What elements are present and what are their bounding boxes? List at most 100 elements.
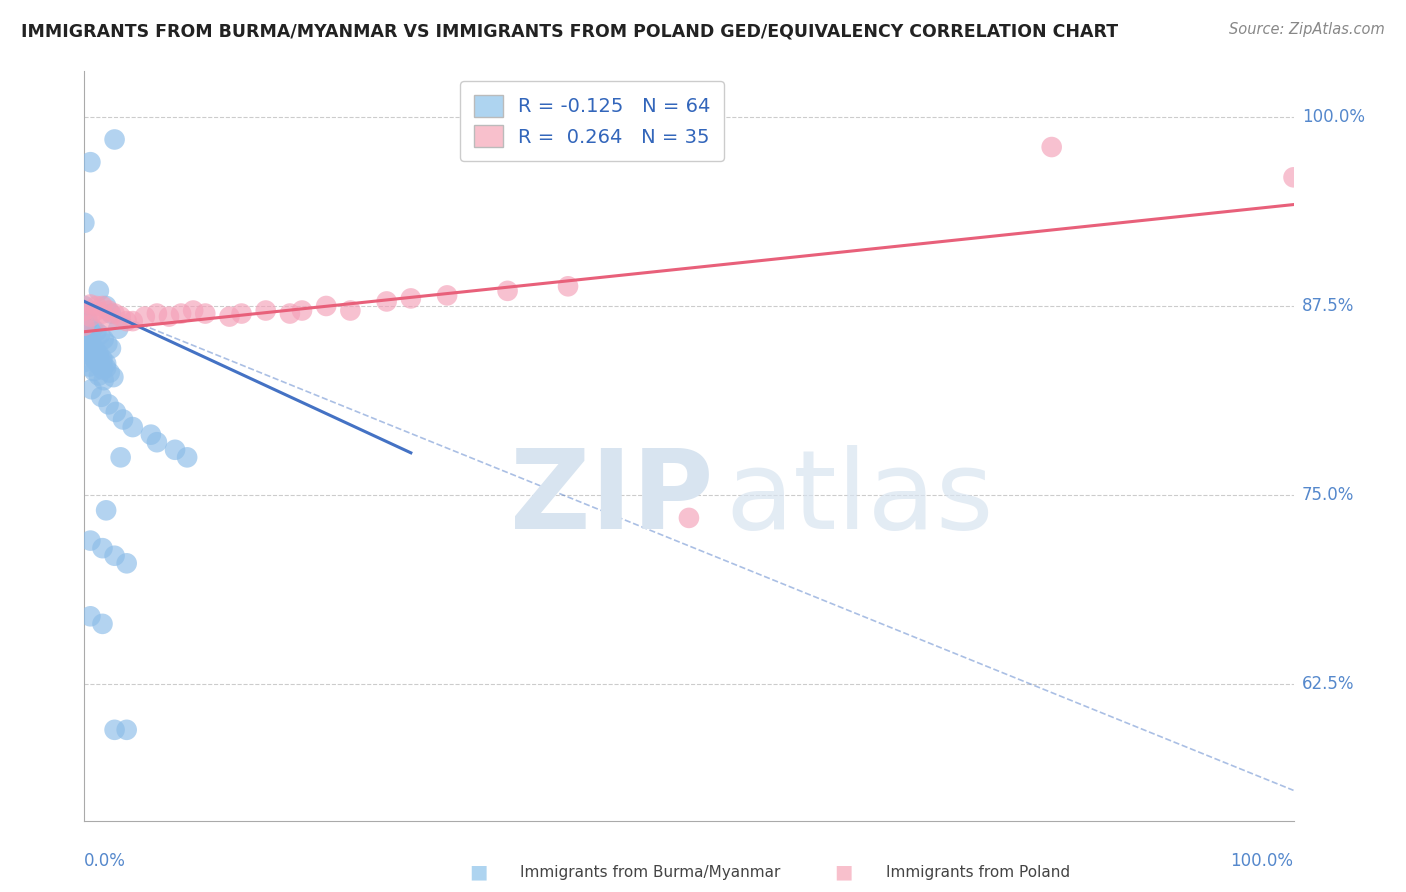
- Point: [94, 503, 117, 517]
- Point: [104, 132, 127, 146]
- Point: [436, 288, 458, 302]
- Point: [496, 284, 519, 298]
- Point: [87, 368, 110, 383]
- Point: [98, 366, 121, 380]
- Text: Immigrants from Burma/Myanmar: Immigrants from Burma/Myanmar: [520, 865, 780, 880]
- Point: [93, 373, 115, 387]
- Text: ZIP: ZIP: [510, 445, 713, 552]
- Point: [84, 343, 107, 357]
- Point: [79, 533, 101, 548]
- Text: atlas: atlas: [725, 445, 994, 552]
- Point: [104, 405, 127, 419]
- Point: [96, 336, 118, 351]
- Point: [80, 343, 103, 357]
- Point: [678, 511, 700, 525]
- Point: [100, 307, 122, 321]
- Point: [73, 216, 96, 230]
- Point: [79, 609, 101, 624]
- Point: [115, 557, 138, 571]
- Point: [146, 307, 169, 321]
- Point: [112, 412, 135, 426]
- Point: [339, 303, 361, 318]
- Point: [139, 427, 162, 442]
- Point: [73, 303, 96, 318]
- Point: [157, 310, 180, 324]
- Point: [170, 307, 193, 321]
- Point: [73, 329, 96, 343]
- Point: [91, 299, 114, 313]
- Text: 87.5%: 87.5%: [1302, 297, 1354, 315]
- Point: [103, 370, 125, 384]
- Point: [80, 382, 103, 396]
- Point: [104, 549, 127, 563]
- Point: [84, 353, 107, 368]
- Point: [94, 361, 117, 376]
- Point: [104, 723, 127, 737]
- Point: [89, 327, 111, 342]
- Text: 100.0%: 100.0%: [1302, 108, 1365, 126]
- Point: [73, 334, 96, 348]
- Point: [91, 351, 114, 366]
- Point: [77, 338, 100, 352]
- Point: [104, 307, 127, 321]
- Point: [97, 303, 120, 318]
- Point: [73, 318, 96, 333]
- Text: Source: ZipAtlas.com: Source: ZipAtlas.com: [1229, 22, 1385, 37]
- Point: [93, 332, 115, 346]
- Point: [91, 362, 114, 376]
- Text: IMMIGRANTS FROM BURMA/MYANMAR VS IMMIGRANTS FROM POLAND GED/EQUIVALENCY CORRELAT: IMMIGRANTS FROM BURMA/MYANMAR VS IMMIGRA…: [21, 22, 1118, 40]
- Text: Immigrants from Poland: Immigrants from Poland: [886, 865, 1070, 880]
- Point: [110, 450, 132, 465]
- Point: [110, 310, 132, 324]
- Point: [94, 357, 117, 371]
- Point: [83, 364, 105, 378]
- Point: [176, 450, 198, 465]
- Point: [100, 342, 122, 356]
- Point: [77, 334, 100, 348]
- Point: [278, 307, 301, 321]
- Text: 0.0%: 0.0%: [84, 852, 127, 870]
- Point: [87, 347, 110, 361]
- Point: [73, 299, 96, 313]
- Point: [291, 303, 314, 318]
- Text: ■: ■: [468, 863, 488, 882]
- Point: [87, 358, 110, 372]
- Point: [80, 338, 103, 352]
- Point: [194, 307, 217, 321]
- Point: [91, 541, 114, 556]
- Point: [91, 357, 114, 371]
- Point: [115, 314, 138, 328]
- Point: [557, 279, 579, 293]
- Point: [73, 340, 96, 354]
- Point: [80, 349, 103, 363]
- Point: [181, 303, 204, 318]
- Point: [84, 347, 107, 361]
- Point: [79, 297, 101, 311]
- Point: [79, 155, 101, 169]
- Point: [231, 307, 253, 321]
- Point: [77, 314, 100, 328]
- Point: [1282, 170, 1305, 185]
- Point: [254, 303, 277, 318]
- Point: [86, 299, 108, 313]
- Legend: R = -0.125   N = 64, R =  0.264   N = 35: R = -0.125 N = 64, R = 0.264 N = 35: [460, 81, 724, 161]
- Point: [399, 292, 422, 306]
- Point: [94, 299, 117, 313]
- Point: [107, 321, 129, 335]
- Text: 62.5%: 62.5%: [1302, 675, 1354, 693]
- Point: [86, 325, 108, 339]
- Point: [146, 435, 169, 450]
- Point: [90, 390, 112, 404]
- Point: [82, 321, 104, 335]
- Point: [86, 303, 108, 318]
- Point: [87, 351, 110, 366]
- Text: 75.0%: 75.0%: [1302, 486, 1354, 504]
- Point: [91, 307, 114, 321]
- Point: [91, 616, 114, 631]
- Point: [73, 355, 96, 369]
- Point: [115, 723, 138, 737]
- Point: [218, 310, 240, 324]
- Point: [315, 299, 337, 313]
- Point: [375, 294, 398, 309]
- Point: [97, 314, 120, 328]
